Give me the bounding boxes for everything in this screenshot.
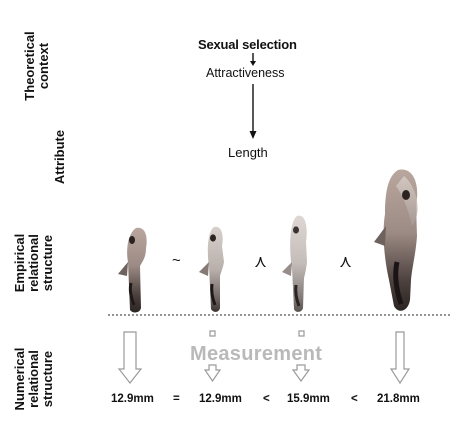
measure-arrow-4 (389, 331, 411, 385)
arrow-attractiveness-to-length (249, 84, 257, 139)
value-3: 15.9mm (287, 393, 330, 405)
value-2: 12.9mm (199, 393, 242, 405)
empirical-relation-1: ~ (172, 252, 181, 269)
fish-specimen-2 (199, 226, 224, 312)
concept-length: Length (228, 145, 268, 160)
numerical-relation-1: = (173, 393, 180, 405)
concept-attractiveness: Attractiveness (206, 66, 285, 80)
value-4: 21.8mm (377, 393, 420, 405)
measure-arrow-2 (203, 330, 222, 383)
fish-specimen-1 (118, 227, 147, 313)
arrow-sexual-to-attractiveness (250, 53, 256, 66)
measurement-label: Measurement (190, 343, 323, 365)
concept-sexual-selection: Sexual selection (198, 37, 297, 52)
fish-specimen-3 (282, 215, 307, 312)
fish-specimen-4 (374, 169, 418, 311)
value-1: 12.9mm (111, 393, 154, 405)
measure-arrow-1 (117, 331, 143, 384)
measure-arrow-3 (291, 330, 311, 383)
numerical-relation-2: < (263, 393, 270, 405)
numerical-relation-3: < (351, 393, 358, 405)
empirical-relation-2: ≺ (251, 255, 269, 269)
empirical-relation-3: ≺ (336, 255, 354, 269)
